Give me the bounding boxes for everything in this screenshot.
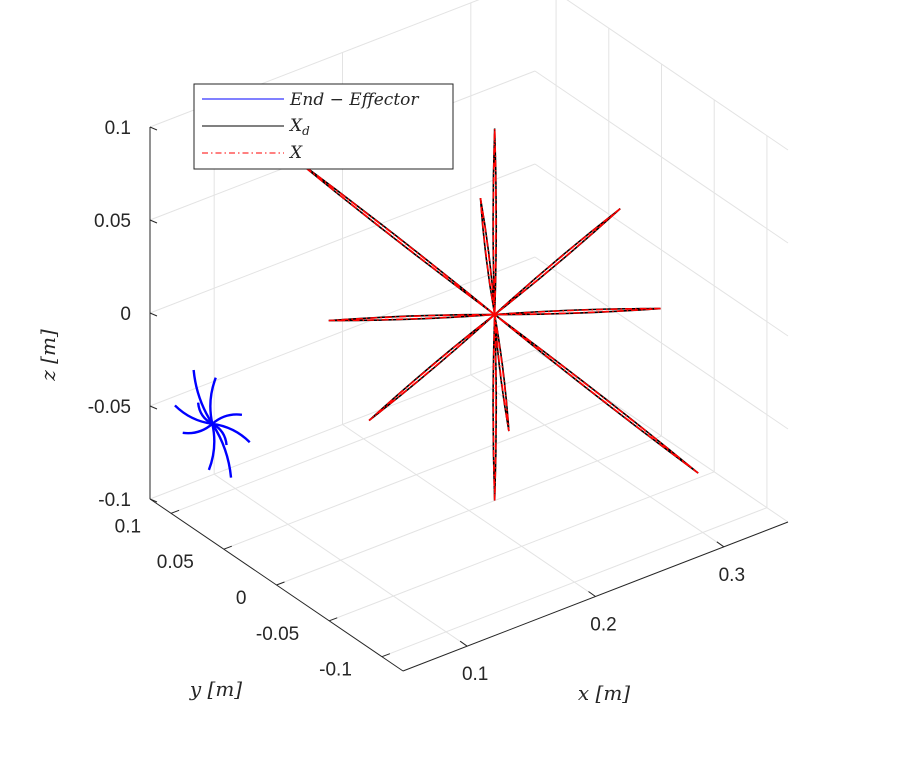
x-axis-label: x [m] xyxy=(578,681,630,705)
series-2-arm-4 xyxy=(368,208,621,422)
z-tick-3 xyxy=(149,405,158,410)
z-tick-label-4: -0.1 xyxy=(98,490,131,511)
y-tick-label-4: -0.1 xyxy=(319,660,352,681)
x-tick-label-2: 0.3 xyxy=(719,565,745,586)
y-tick-4 xyxy=(381,653,391,658)
series-2 xyxy=(290,128,699,501)
z-tick-0 xyxy=(149,126,158,131)
z-tick-label-3: -0.05 xyxy=(88,397,131,418)
grid-line-back-z-1 xyxy=(534,70,789,244)
y-tick-2 xyxy=(276,581,285,586)
x-tick-2 xyxy=(716,541,725,548)
grid-line-floor-x-1 xyxy=(342,424,596,597)
legend-label-end-effector: End − Effector xyxy=(289,90,419,110)
grid-line-back-z-4 xyxy=(534,349,789,523)
axes-layer xyxy=(149,126,789,672)
x-tick-0 xyxy=(459,640,468,647)
z-tick-label-0: 0.1 xyxy=(105,118,131,139)
y-tick-1 xyxy=(223,545,232,550)
legend: End − Effector Xd X xyxy=(193,83,454,170)
series-0-arm-4 xyxy=(174,404,251,444)
z-tick-2 xyxy=(149,312,158,317)
grid-line-back-z-0 xyxy=(566,0,789,151)
legend-label-x: X xyxy=(288,143,303,163)
z-axis-label: z [m] xyxy=(36,329,60,382)
series-layer xyxy=(174,128,699,501)
grid-line-floor-x-2 xyxy=(470,374,725,548)
z-tick-4 xyxy=(149,498,158,503)
grid-line-back-z-3 xyxy=(534,256,789,430)
z-tick-label-2: 0 xyxy=(120,304,131,325)
x-tick-label-1: 0.2 xyxy=(590,615,616,636)
legend-label-xd: Xd xyxy=(288,116,310,138)
x-tick-1 xyxy=(588,591,596,597)
z-tick-1 xyxy=(149,219,158,224)
grid-line-back-z-2 xyxy=(534,163,789,337)
y-tick-label-1: 0.05 xyxy=(157,552,194,573)
y-tick-0 xyxy=(170,509,180,514)
grid-line-floor-x-0 xyxy=(213,473,468,647)
tick-labels: 0.10.20.30.10.050-0.05-0.10.10.050-0.05-… xyxy=(88,118,745,685)
y-tick-label-2: 0 xyxy=(236,588,247,609)
legend-label-xd-main: X xyxy=(288,116,303,136)
y-axis-label: y [m] xyxy=(189,677,242,701)
series-0 xyxy=(174,369,251,478)
z-tick-label-1: 0.05 xyxy=(94,211,131,232)
x-tick-label-0: 0.1 xyxy=(462,664,488,685)
legend-label-xd-subscript: d xyxy=(302,124,310,138)
y-tick-label-0: 0.1 xyxy=(115,516,141,537)
y-tick-label-3: -0.05 xyxy=(256,624,299,645)
y-tick-3 xyxy=(329,617,338,622)
